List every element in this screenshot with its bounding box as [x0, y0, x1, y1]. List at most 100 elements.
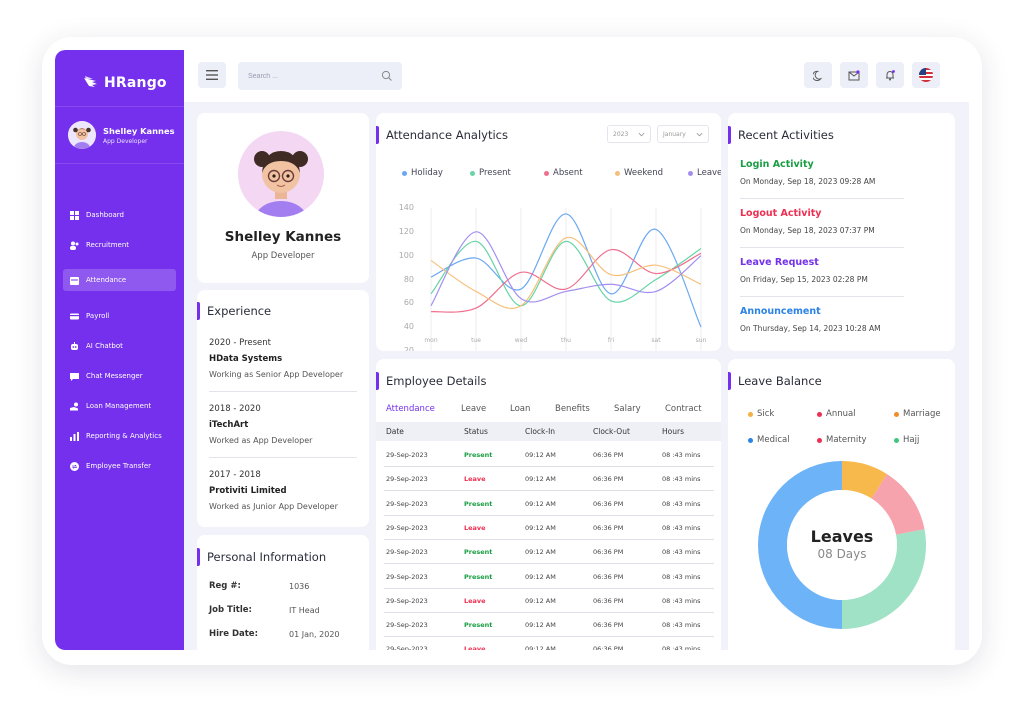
cell-status: Present [464, 572, 493, 581]
notifications-button[interactable] [876, 62, 904, 88]
robot-icon [71, 341, 78, 350]
year-select[interactable]: 2023 [607, 125, 651, 143]
sidebar-item-recruitment[interactable]: Recruitment [63, 234, 176, 256]
sidebar-item-employee-transfer[interactable]: Employee Transfer [63, 455, 176, 477]
legend-item[interactable]: Leave [688, 168, 721, 178]
table-row[interactable]: 29-Sep-2023 Leave 09:12 AM 06:36 PM 08 :43 m… [376, 589, 721, 613]
sidebar-item-chat-messenger[interactable]: Chat Messenger [63, 365, 176, 387]
personal-field-value: 01 Jan, 2020 [289, 630, 340, 639]
attendance-analytics-title: Attendance Analytics [376, 125, 508, 145]
tab-contract[interactable]: Contract [665, 404, 702, 414]
search-icon[interactable] [381, 70, 393, 82]
leave-legend-item[interactable]: Sick [748, 409, 774, 419]
search-input[interactable] [238, 62, 368, 90]
people-icon [70, 241, 79, 250]
leave-legend-item[interactable]: Maternity [817, 435, 867, 445]
hamburger-icon [206, 70, 218, 80]
activity-item[interactable]: Login Activity On Monday, Sep 18, 2023 09… [740, 159, 904, 186]
theme-toggle-button[interactable] [804, 62, 832, 88]
cell-in: 09:12 AM [525, 596, 556, 605]
divider [740, 296, 904, 297]
tab-attendance[interactable]: Attendance [386, 404, 435, 414]
search-box [238, 62, 402, 90]
cell-hours: 08 :43 mins [662, 451, 701, 459]
divider [209, 457, 357, 458]
cell-status: Leave [464, 596, 486, 605]
table-row[interactable]: 29-Sep-2023 Leave 09:12 AM 06:36 PM 08 :43 m… [376, 467, 721, 491]
cell-status: Present [464, 451, 493, 459]
leave-legend-item[interactable]: Annual [817, 409, 856, 419]
y-tick-label: 120 [398, 226, 414, 236]
table-row[interactable]: 29-Sep-2023 Present 09:12 AM 06:36 PM 08 :43… [376, 565, 721, 589]
leave-legend-item[interactable]: Hajj [894, 435, 919, 445]
table-row[interactable]: 29-Sep-2023 Leave 09:12 AM 06:36 PM 08 :43 m… [376, 516, 721, 540]
sidebar-item-label: AI Chatbot [86, 342, 123, 350]
divider [740, 198, 904, 199]
table-row[interactable]: 29-Sep-2023 Present 09:12 AM 06:36 PM 08 :43… [376, 613, 721, 637]
sidebar-profile[interactable]: Shelley Kannes App Developer [55, 106, 184, 164]
legend-item[interactable]: Holiday [402, 168, 443, 178]
brand-name: HRango [104, 75, 167, 91]
tab-benefits[interactable]: Benefits [555, 404, 590, 414]
leave-legend-item[interactable]: Medical [748, 435, 790, 445]
chevron-down-icon [696, 132, 703, 137]
cell-date: 29-Sep-2023 [386, 548, 428, 557]
table-row[interactable]: 29-Sep-2023 Present 09:12 AM 06:36 PM 08 :43… [376, 492, 721, 516]
topbar [184, 50, 969, 102]
cell-status: Leave [464, 475, 486, 484]
sidebar-item-attendance[interactable]: Attendance [63, 269, 176, 291]
experience-description: Working as Senior App Developer [209, 370, 344, 379]
series-line-weekend [430, 236, 702, 309]
legend-dot [402, 170, 407, 176]
row-divider [384, 587, 714, 589]
table-row[interactable]: 29-Sep-2023 Present 09:12 AM 06:36 PM 08 :43… [376, 540, 721, 564]
sidebar-item-label: Attendance [86, 276, 127, 284]
column-header: Hours [662, 427, 684, 436]
employee-details-title: Employee Details [376, 371, 486, 391]
messages-button[interactable] [840, 62, 868, 88]
donut-segment-annual[interactable] [871, 474, 925, 535]
experience-title: Experience [197, 301, 271, 321]
sidebar-item-label: Employee Transfer [86, 462, 152, 470]
app-logo[interactable]: HRango [83, 70, 167, 96]
sidebar-item-label: Loan Management [86, 402, 152, 410]
activity-item[interactable]: Leave Request On Friday, Sep 15, 2023 02:… [740, 257, 904, 284]
donut-segment-hajj[interactable] [842, 529, 926, 629]
donut-segment-medical[interactable] [758, 461, 842, 629]
language-button[interactable] [912, 62, 940, 88]
month-select[interactable]: January [657, 125, 709, 143]
personal-field-value: IT Head [289, 606, 320, 615]
tab-salary[interactable]: Salary [614, 404, 641, 414]
legend-label: Present [479, 168, 511, 178]
menu-button[interactable] [198, 62, 226, 88]
sidebar-item-loan-management[interactable]: Loan Management [63, 395, 176, 417]
activity-item[interactable]: Logout Activity On Monday, Sep 18, 2023 0… [740, 208, 904, 235]
sidebar-item-label: Dashboard [86, 211, 124, 219]
experience-description: Worked as Junior App Developer [209, 502, 338, 511]
activity-item[interactable]: Announcement On Thursday, Sep 14, 2023 10… [740, 306, 904, 333]
activity-title: Login Activity [740, 159, 814, 170]
legend-item[interactable]: Absent [544, 168, 583, 178]
table-row[interactable]: 29-Sep-2023 Present 09:12 AM 06:36 PM 08 :43… [376, 443, 721, 467]
sidebar-item-ai-chatbot[interactable]: AI Chatbot [63, 335, 176, 357]
legend-item[interactable]: Weekend [615, 168, 663, 178]
cell-date: 29-Sep-2023 [386, 523, 428, 532]
legend-dot [817, 411, 822, 417]
sidebar-item-reporting-analytics[interactable]: Reporting & Analytics [63, 425, 176, 447]
cell-in: 09:12 AM [525, 548, 556, 557]
donut-segment-sick[interactable] [842, 461, 888, 499]
sidebar-item-payroll[interactable]: Payroll [63, 305, 176, 327]
tab-loan[interactable]: Loan [510, 404, 531, 414]
column-header: Clock-In [525, 427, 556, 436]
column-header: Status [464, 427, 488, 436]
y-tick-label: 140 [398, 203, 414, 212]
tab-leave[interactable]: Leave [461, 404, 487, 414]
leave-legend-item[interactable]: Marriage [894, 409, 941, 419]
sidebar-item-dashboard[interactable]: Dashboard [63, 204, 176, 226]
table-row[interactable]: 29-Sep-2023 Leave 09:12 AM 06:36 PM 08 :43 m… [376, 637, 721, 650]
leave-donut-chart [758, 461, 926, 629]
legend-item[interactable]: Present [470, 168, 511, 178]
cell-date: 29-Sep-2023 [386, 475, 428, 484]
row-divider [384, 636, 714, 638]
cell-status: Present [464, 499, 493, 508]
